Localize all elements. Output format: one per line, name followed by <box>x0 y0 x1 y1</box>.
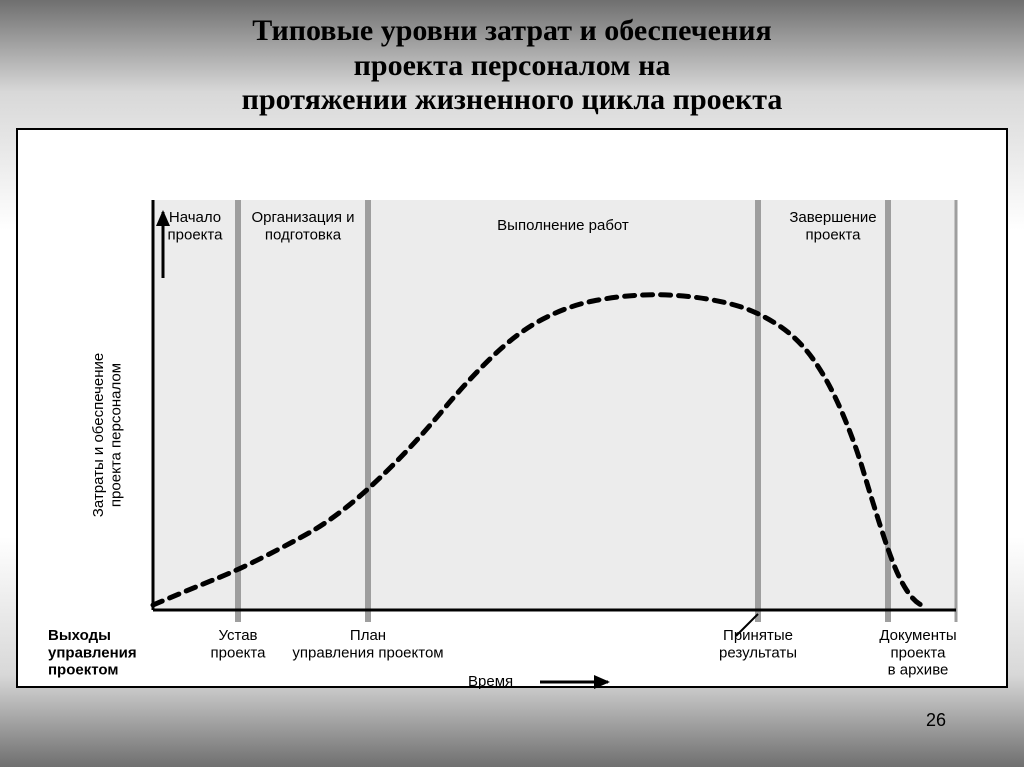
svg-text:Выходыуправленияпроектом: Выходыуправленияпроектом <box>48 627 137 679</box>
svg-text:Уставпроекта: Уставпроекта <box>211 627 267 661</box>
svg-text:Организация иподготовка: Организация иподготовка <box>251 209 354 243</box>
chart-frame: Началопроекта Организация иподготовка Выпо… <box>16 128 1008 688</box>
svg-text:Затраты и обеспечениепроекта п: Затраты и обеспечениепроекта персоналом <box>90 352 124 516</box>
page-number: 26 <box>926 710 946 731</box>
svg-text:Выполнение работ: Выполнение работ <box>497 217 629 234</box>
svg-text:Принятыерезультаты: Принятыерезультаты <box>719 627 797 661</box>
lifecycle-chart: Началопроекта Организация иподготовка Выпо… <box>18 130 1010 690</box>
svg-text:Документыпроектав архиве: Документыпроектав архиве <box>879 627 956 679</box>
svg-text:Плануправления проектом: Плануправления проектом <box>292 627 443 661</box>
svg-text:Началопроекта: Началопроекта <box>168 209 224 243</box>
slide-title: Типовые уровни затрат и обеспеченияпроек… <box>242 0 783 118</box>
svg-text:Время: Время <box>468 673 513 690</box>
